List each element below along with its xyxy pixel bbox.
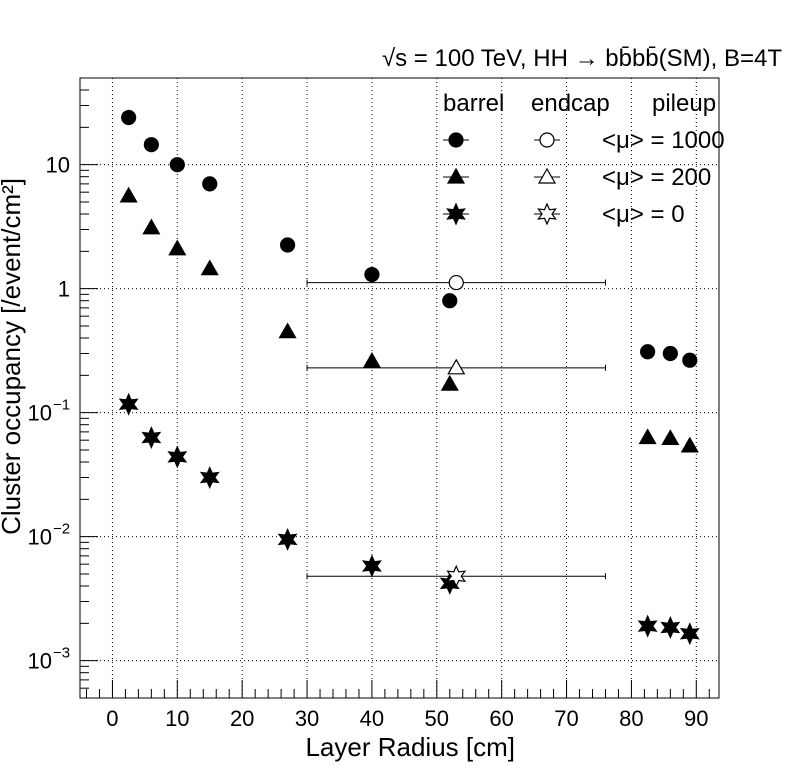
grid-lines [80, 78, 719, 698]
error-bars [306, 279, 606, 580]
data-point-barrel-triangle [680, 436, 699, 453]
legend-header-endcap: endcap [531, 90, 610, 117]
data-point-barrel-circle [364, 266, 380, 283]
x-tick-label: 80 [619, 706, 643, 731]
x-tick-label: 0 [106, 706, 118, 731]
data-point-barrel-triangle [440, 374, 459, 391]
y-axis-label: Cluster occupancy [/event/cm²] [0, 178, 26, 535]
data-point-endcap-star [446, 564, 467, 588]
data-point-barrel-star [277, 527, 298, 551]
data-point-barrel-star [637, 614, 658, 638]
data-point-barrel-circle [279, 237, 296, 253]
data-point-barrel-star [361, 554, 382, 578]
data-point-barrel-circle [442, 293, 458, 309]
data-point-barrel-circle [169, 157, 185, 173]
data-point-barrel-circle [640, 344, 656, 360]
y-tick-label: 10 [28, 649, 52, 674]
data-point-barrel-star [660, 616, 681, 640]
y-tick-label: 10 [28, 525, 52, 550]
data-points [118, 109, 700, 646]
legend-marker-barrel-circle [448, 132, 464, 148]
y-tick-label: 10 [46, 153, 70, 178]
legend-marker-barrel-star [446, 202, 466, 226]
data-point-barrel-circle [143, 137, 159, 153]
chart-title: √s = 100 TeV, HH → bb̄bb̄(SM), B=4T [382, 45, 782, 72]
y-tick-label: 1 [58, 277, 70, 302]
legend-label-0: <μ> = 0 [602, 201, 685, 228]
x-tick-label: 40 [360, 706, 384, 731]
data-point-barrel-circle [662, 345, 678, 362]
legend-label-200: <μ> = 200 [602, 164, 711, 191]
data-point-barrel-triangle [119, 186, 138, 203]
x-tick-label: 10 [165, 706, 189, 731]
data-point-barrel-star [167, 445, 188, 469]
data-point-barrel-triangle [661, 429, 680, 446]
data-point-endcap-triangle [447, 358, 466, 375]
legend: barrel endcap pileup <μ> = 1000 <μ> = 20… [443, 90, 725, 228]
data-point-barrel-circle [682, 352, 698, 368]
data-point-barrel-triangle [278, 322, 297, 339]
legend-marker-endcap-triangle [537, 167, 557, 184]
y-tick-exponent: −2 [53, 521, 70, 538]
data-point-barrel-star [679, 622, 700, 646]
x-tick-label: 30 [295, 706, 319, 731]
data-point-barrel-circle [202, 176, 218, 192]
legend-header-barrel: barrel [443, 90, 504, 117]
data-point-barrel-circle [121, 109, 137, 126]
y-tick-exponent: −1 [53, 397, 70, 414]
legend-label-1000: <μ> = 1000 [602, 127, 725, 154]
legend-marker-endcap-star [537, 202, 557, 226]
x-tick-label: 60 [489, 706, 513, 731]
legend-markers [443, 132, 560, 226]
data-point-barrel-triangle [362, 352, 381, 368]
x-tick-label: 90 [684, 706, 708, 731]
data-point-barrel-triangle [142, 218, 161, 235]
x-axis-ticks: 0 10 20 30 40 50 60 70 80 90 [85, 680, 710, 731]
y-tick-label: 10 [28, 401, 52, 426]
plot-frame [79, 77, 720, 699]
data-point-barrel-triangle [200, 259, 219, 276]
legend-marker-barrel-triangle [446, 167, 466, 184]
x-tick-label: 20 [230, 706, 254, 731]
data-point-barrel-triangle [638, 428, 657, 445]
data-point-barrel-star [118, 392, 139, 416]
legend-header-pileup: pileup [652, 90, 716, 117]
data-point-barrel-star [199, 466, 220, 489]
data-point-barrel-triangle [168, 239, 187, 256]
data-point-endcap-circle [448, 274, 464, 291]
data-point-barrel-star [141, 426, 162, 450]
legend-marker-endcap-circle [539, 132, 555, 148]
x-axis-label: Layer Radius [cm] [305, 732, 515, 762]
x-tick-label: 50 [425, 706, 449, 731]
y-tick-exponent: −3 [53, 645, 70, 662]
x-tick-label: 70 [554, 706, 578, 731]
